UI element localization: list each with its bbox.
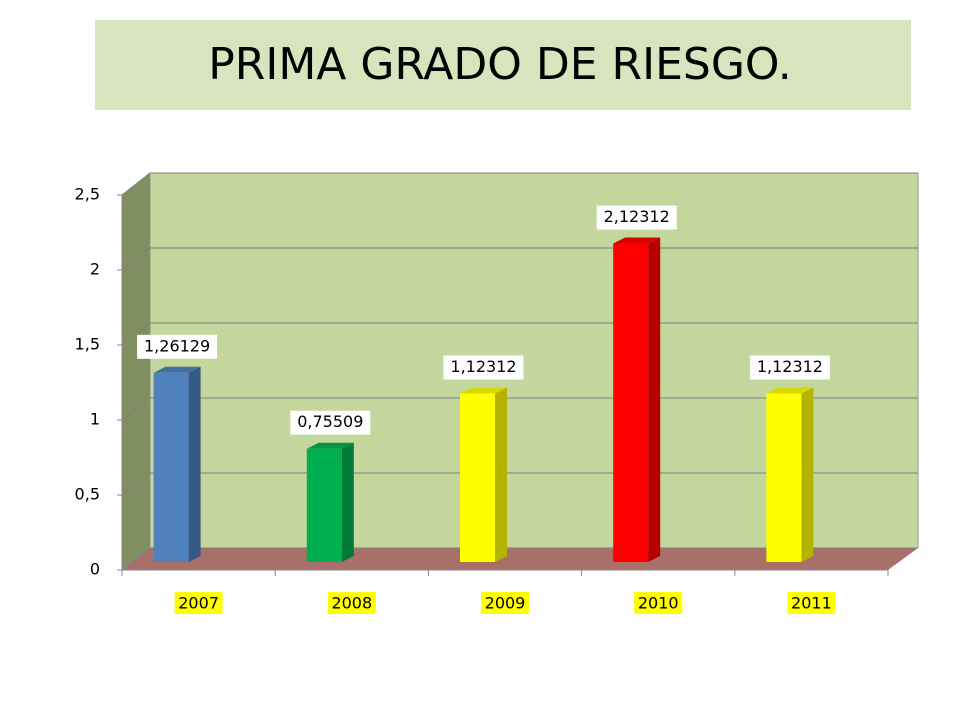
chart-title: PRIMA GRADO DE RIESGO. [208, 39, 792, 90]
bar-top [460, 387, 507, 394]
value-label: 2,12312 [604, 207, 670, 226]
bar-side [495, 387, 507, 562]
value-label: 0,75509 [297, 412, 363, 431]
bar-top [153, 366, 201, 373]
bar [306, 448, 342, 562]
x-label-highlight [634, 592, 683, 614]
x-tick-label: 2007 [178, 594, 219, 613]
title-box [95, 20, 911, 110]
bar-side [188, 366, 201, 562]
y-tick-label: 2 [90, 260, 100, 279]
x-label-highlight [787, 592, 836, 614]
bar [153, 372, 189, 562]
value-label: 1,12312 [450, 357, 516, 376]
x-tick-label: 2008 [331, 594, 372, 613]
bar [766, 393, 802, 562]
x-label-highlight [174, 592, 223, 614]
grid-line [121, 397, 151, 421]
bar-side [648, 237, 661, 563]
value-label-box [290, 410, 371, 435]
value-label: 1,26129 [144, 336, 210, 355]
bar [460, 393, 495, 562]
value-label-box [443, 355, 524, 380]
grid-line [121, 172, 151, 196]
y-tick-label: 2,5 [75, 185, 100, 204]
grid-line [121, 322, 151, 346]
y-tick-label: 0 [90, 560, 100, 579]
bar [613, 243, 649, 563]
side-wall [122, 173, 150, 570]
y-tick-label: 0,5 [75, 485, 100, 504]
grid-line [121, 472, 151, 496]
value-label-box [137, 334, 218, 359]
y-tick-label: 1 [90, 410, 100, 429]
value-label-box [749, 355, 830, 380]
bar-top [306, 442, 354, 449]
bar-side [341, 442, 354, 562]
x-tick-label: 2009 [485, 594, 526, 613]
value-label: 1,12312 [757, 357, 823, 376]
x-tick-label: 2010 [638, 594, 679, 613]
grid-line [121, 547, 151, 571]
x-label-highlight [481, 592, 529, 614]
value-label-box [596, 205, 677, 230]
x-label-highlight [327, 592, 376, 614]
y-tick-label: 1,5 [75, 335, 100, 354]
bar-top [613, 237, 661, 244]
x-tick-label: 2011 [791, 594, 832, 613]
bar-top [766, 387, 814, 394]
bar-side [801, 387, 814, 562]
grid-line [121, 247, 151, 271]
